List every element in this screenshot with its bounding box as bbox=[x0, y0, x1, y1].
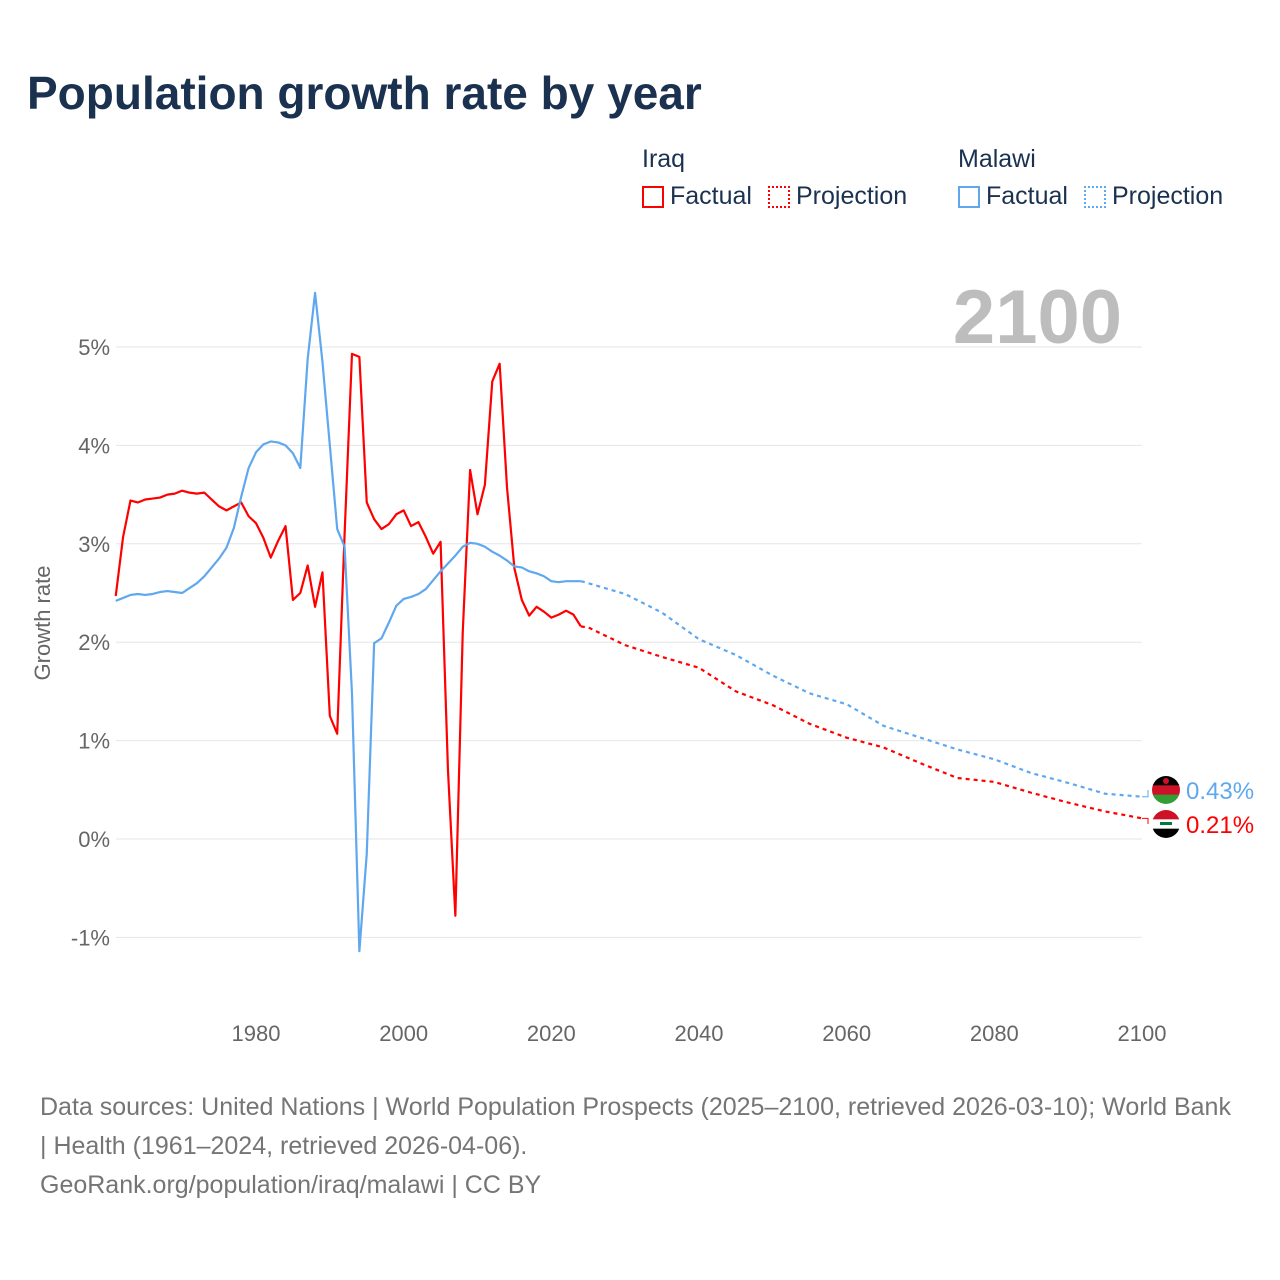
x-tick-label: 2100 bbox=[1118, 1021, 1167, 1046]
y-tick-label: 4% bbox=[78, 433, 110, 458]
y-tick-label: 5% bbox=[78, 335, 110, 360]
label-connector bbox=[1142, 817, 1149, 824]
y-tick-label: 2% bbox=[78, 630, 110, 655]
series-iraq-factual bbox=[114, 352, 582, 917]
legend-iraq-factual[interactable]: Factual bbox=[642, 182, 752, 211]
y-tick-label: 1% bbox=[78, 729, 110, 754]
legend-malawi: Malawi Factual Projection bbox=[958, 145, 1223, 211]
series-iraq-projection bbox=[580, 625, 1143, 820]
x-tick-label: 2060 bbox=[822, 1021, 871, 1046]
legend-label: Factual bbox=[670, 182, 752, 210]
label-connector bbox=[1142, 790, 1149, 798]
x-tick-label: 2040 bbox=[675, 1021, 724, 1046]
solid-swatch-icon bbox=[642, 185, 664, 208]
legend-label: Factual bbox=[986, 182, 1068, 210]
series-malawi-projection bbox=[580, 580, 1143, 798]
flag-stripe bbox=[1152, 810, 1180, 820]
end-value-label: 0.21% bbox=[1186, 812, 1254, 839]
flag-script bbox=[1160, 822, 1172, 825]
dotted-swatch-icon bbox=[767, 185, 790, 208]
x-tick-label: 2000 bbox=[379, 1021, 428, 1046]
chart-title: Population growth rate by year bbox=[27, 67, 702, 119]
series-malawi-factual bbox=[115, 291, 581, 953]
legend-iraq-projection[interactable]: Projection bbox=[767, 182, 908, 211]
flag-stripe bbox=[1152, 785, 1180, 796]
legend-group-label: Malawi bbox=[958, 145, 1036, 173]
current-year-label: 2100 bbox=[952, 275, 1122, 360]
y-tick-label: 3% bbox=[78, 532, 110, 557]
dotted-swatch-icon bbox=[1083, 185, 1106, 208]
flag-sun bbox=[1163, 778, 1169, 784]
malawi-flag-icon bbox=[1152, 776, 1180, 804]
x-tick-label: 2020 bbox=[527, 1021, 576, 1046]
legend-malawi-factual[interactable]: Factual bbox=[958, 182, 1068, 211]
y-tick-label: 0% bbox=[78, 827, 110, 852]
end-value-label: 0.43% bbox=[1186, 778, 1254, 805]
x-tick-label: 2080 bbox=[970, 1021, 1019, 1046]
legend-malawi-projection[interactable]: Projection bbox=[1083, 182, 1224, 211]
flag-stripe bbox=[1152, 828, 1180, 838]
x-tick-label: 1980 bbox=[232, 1021, 281, 1046]
y-axis-label: Growth rate bbox=[30, 566, 55, 681]
legend-iraq: Iraq Factual Projection bbox=[642, 145, 907, 211]
flag-stripe bbox=[1152, 794, 1180, 804]
footer: Data sources: United Nations | World Pop… bbox=[40, 1088, 1240, 1205]
solid-swatch-icon bbox=[958, 185, 980, 208]
legend-group-label: Iraq bbox=[642, 145, 686, 173]
legend-label: Projection bbox=[795, 182, 908, 210]
y-tick-label: -1% bbox=[71, 925, 110, 950]
iraq-flag-icon bbox=[1152, 810, 1180, 838]
data-sources: Data sources: United Nations | World Pop… bbox=[40, 1093, 1231, 1160]
legend-label: Projection bbox=[1111, 182, 1224, 210]
credit-link[interactable]: GeoRank.org/population/iraq/malawi | CC … bbox=[40, 1171, 542, 1199]
